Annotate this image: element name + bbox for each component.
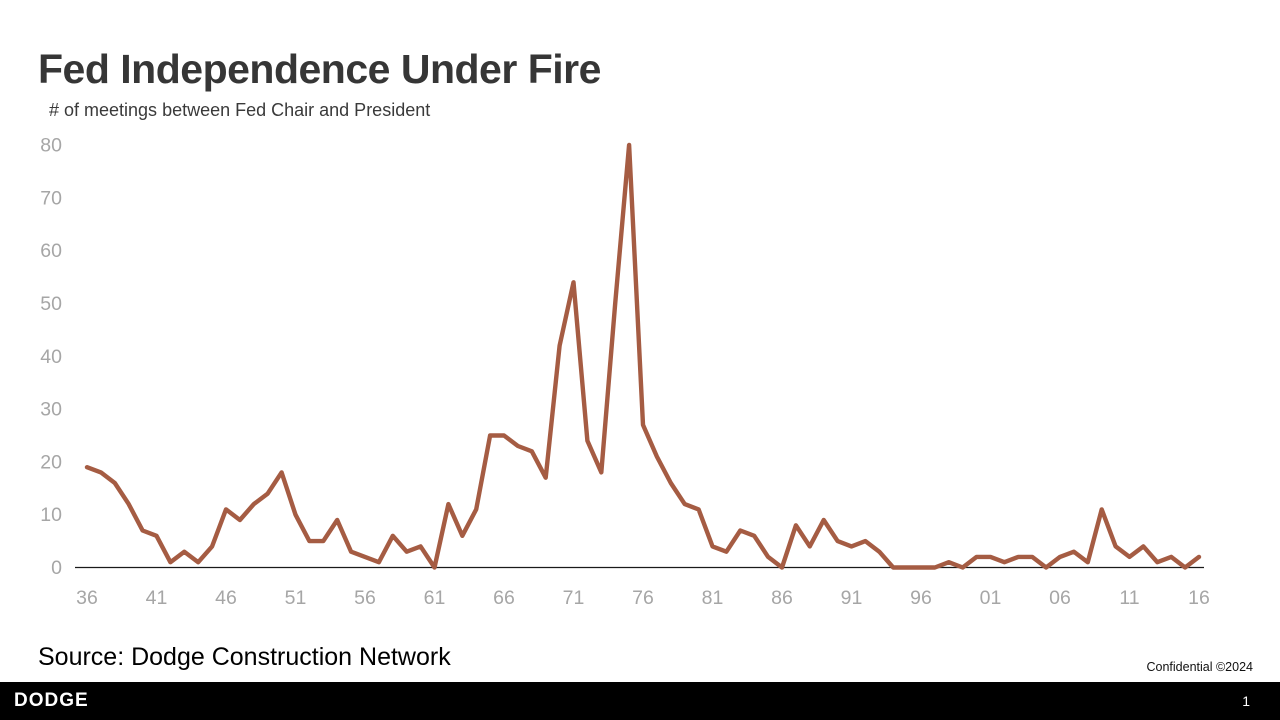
source-note: Source: Dodge Construction Network (38, 643, 451, 671)
x-tick-label: 01 (980, 587, 1002, 609)
y-tick-label: 80 (40, 135, 62, 157)
confidential-note: Confidential ©2024 (1146, 660, 1253, 674)
chart-subtitle: # of meetings between Fed Chair and Pres… (49, 100, 431, 120)
y-tick-label: 40 (40, 346, 62, 368)
x-tick-label: 36 (76, 587, 98, 609)
footer-bar: DODGE 1 (0, 682, 1280, 720)
x-tick-label: 76 (632, 587, 654, 609)
x-tick-label: 86 (771, 587, 793, 609)
x-tick-label: 51 (285, 587, 307, 609)
x-tick-label: 71 (563, 587, 585, 609)
y-tick-label: 20 (40, 451, 62, 473)
x-tick-label: 46 (215, 587, 237, 609)
y-tick-label: 0 (51, 557, 62, 579)
x-tick-label: 16 (1188, 587, 1210, 609)
x-tick-label: 11 (1119, 587, 1139, 609)
y-tick-label: 30 (40, 399, 62, 421)
x-tick-label: 61 (424, 587, 446, 609)
y-tick-label: 50 (40, 293, 62, 315)
x-tick-label: 41 (146, 587, 168, 609)
x-tick-label: 06 (1049, 587, 1071, 609)
data-line-series (84, 142, 1202, 570)
x-tick-label: 96 (910, 587, 932, 609)
x-tick-label: 66 (493, 587, 515, 609)
y-tick-label: 10 (40, 504, 62, 526)
page-number: 1 (1242, 693, 1250, 709)
y-tick-label: 70 (40, 187, 62, 209)
y-tick-label: 60 (40, 240, 62, 262)
page-title: Fed Independence Under Fire (38, 46, 601, 92)
dodge-logo: DODGE (14, 690, 89, 711)
x-tick-label: 56 (354, 587, 376, 609)
x-tick-label: 91 (841, 587, 863, 609)
x-tick-label: 81 (702, 587, 724, 609)
